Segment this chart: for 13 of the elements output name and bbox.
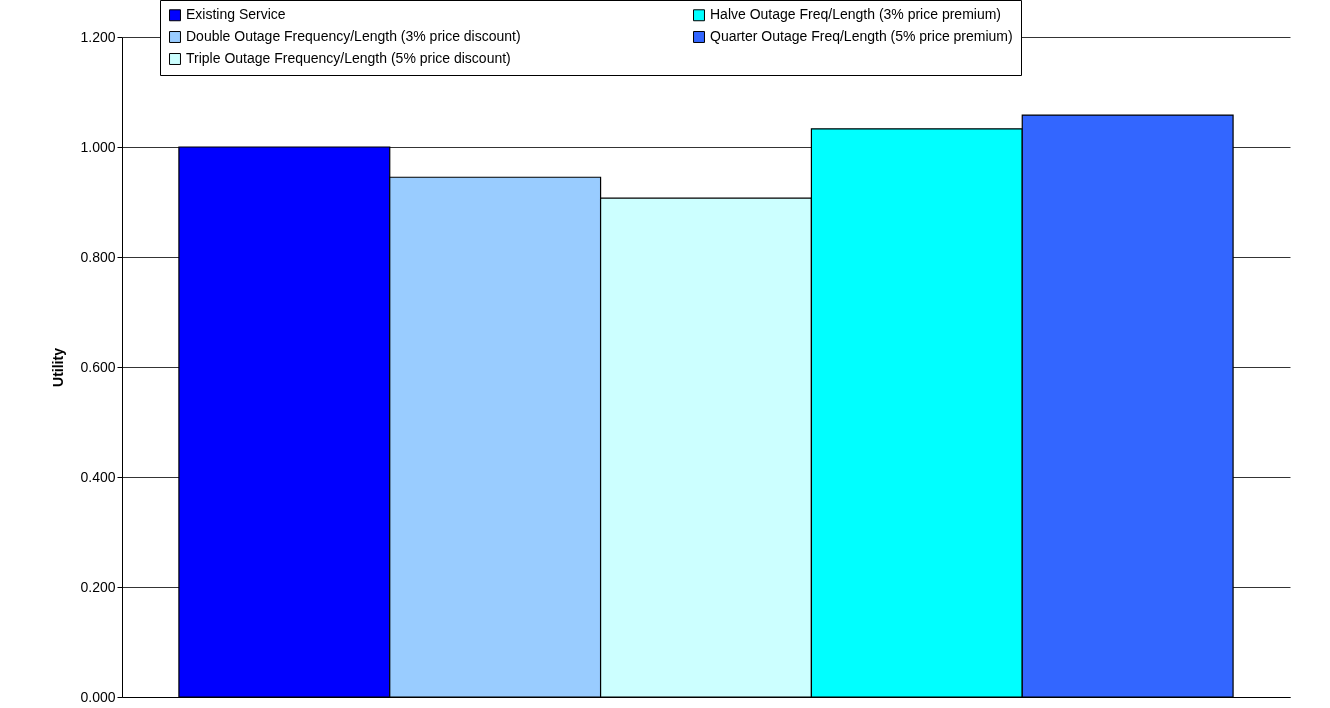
y-tick-label: 0.600 [80, 358, 116, 375]
legend-label: Halve Outage Freq/Length (3% price premium) [710, 6, 1002, 23]
y-axis-title: Utility [50, 347, 67, 387]
legend-label: Triple Outage Frequency/Length (5% price discount) [186, 50, 511, 66]
y-tick-label: 0.200 [80, 578, 116, 595]
y-tick-label: 0.000 [80, 688, 116, 705]
y-tick-label: 1.200 [80, 28, 116, 45]
legend-label: Quarter Outage Freq/Length (5% price premium) [710, 28, 1013, 44]
y-tick-label: 1.000 [80, 138, 116, 155]
y-tick-label: 0.400 [80, 468, 116, 485]
legend-label: Double Outage Frequency/Length (3% price discount) [186, 28, 521, 44]
y-tick-label: 0.800 [80, 248, 116, 265]
legend-label: Existing Service [186, 6, 286, 23]
